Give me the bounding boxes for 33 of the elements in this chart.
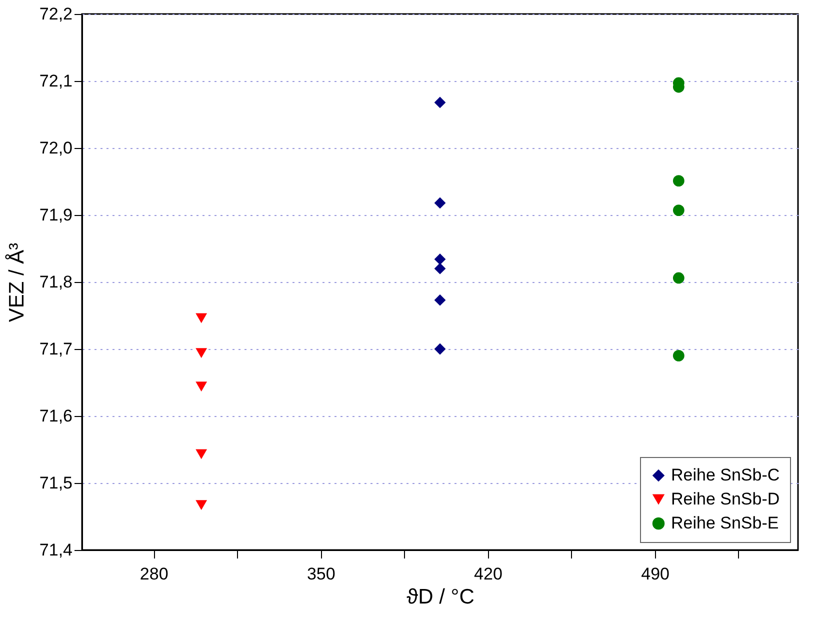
y-tick-label: 72,2 [39,4,72,24]
point [672,350,684,362]
y-tick-label: 71,6 [39,406,72,426]
point [672,175,684,187]
x-tick-label: 420 [474,564,502,584]
y-tick-label: 72,0 [39,138,72,158]
x-tick-label: 280 [140,564,168,584]
point [196,449,208,460]
x-tick-label: 350 [306,564,336,584]
y-axis-title: VEZ / Å³ [4,242,28,322]
y-tick-label: 72,1 [39,72,72,90]
point [434,262,446,274]
point [196,313,208,324]
point [434,96,446,108]
point [434,197,446,209]
y-tick-label: 71,8 [39,272,72,292]
x-axis-title: ϑD / °C [406,586,474,608]
y-tick-label: 71,7 [39,340,72,358]
legend-label: Reihe SnSb-E [671,514,779,532]
point [196,382,208,392]
point [672,204,684,216]
point [672,272,684,284]
y-tick-label: 71,9 [39,206,72,224]
y-tick-label: 71,5 [39,474,72,492]
legend-label: Reihe SnSb-C [671,466,780,484]
x-tick-label: 490 [641,564,670,584]
point [434,294,446,306]
y-tick-label: 71,4 [39,540,72,560]
legend-label: Reihe SnSb-D [671,490,780,508]
point [196,500,208,510]
point [196,348,208,358]
point [434,343,446,355]
point [434,254,446,265]
